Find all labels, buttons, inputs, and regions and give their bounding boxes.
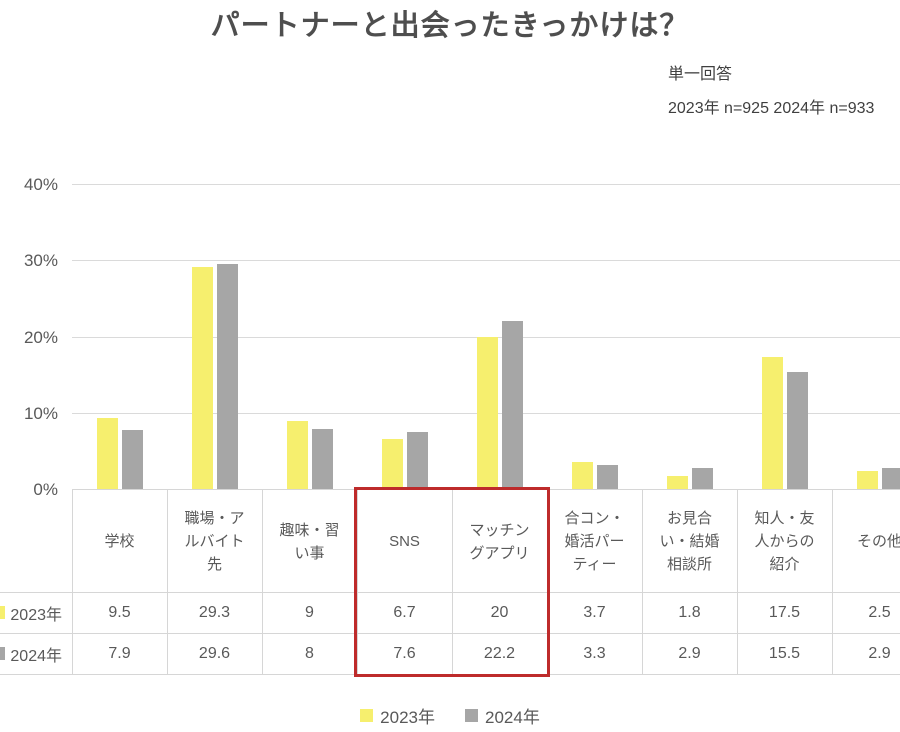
bar-2024年 bbox=[216, 264, 238, 490]
note-answer-type: 単一回答 bbox=[668, 66, 733, 83]
category-header-cell: 知人・友人からの紹介 bbox=[754, 510, 815, 573]
bar-2023年 bbox=[666, 476, 688, 490]
value-cell: 2.9 bbox=[678, 645, 701, 662]
table-column-border bbox=[357, 490, 358, 674]
highlight-box bbox=[354, 487, 550, 677]
value-cell: 7.6 bbox=[393, 645, 416, 662]
table-column-border bbox=[737, 490, 738, 674]
table-row-border bbox=[0, 633, 900, 634]
bar-2023年 bbox=[571, 462, 593, 490]
bar-2024年 bbox=[596, 465, 618, 490]
table-column-border bbox=[167, 490, 168, 674]
bar-2024年 bbox=[311, 429, 333, 490]
category-header-cell: 職場・アルバイト先 bbox=[184, 510, 245, 573]
legend-item-2024年: 2024年 bbox=[465, 703, 540, 728]
y-axis-tick-label: 10% bbox=[23, 403, 58, 423]
y-axis-tick-label: 40% bbox=[23, 175, 58, 194]
bar-2023年 bbox=[286, 421, 308, 490]
value-cell: 7.9 bbox=[108, 645, 131, 662]
bar-2023年 bbox=[381, 439, 403, 490]
gridline bbox=[72, 260, 900, 262]
bar-2024年 bbox=[786, 372, 808, 490]
category-header-cell: 合コン・婚活パーティー bbox=[564, 510, 625, 573]
value-cell: 29.3 bbox=[198, 604, 231, 621]
bar-2024年 bbox=[406, 432, 428, 490]
row-series-marker bbox=[0, 606, 5, 619]
category-header-cell: お見合い・結婚相談所 bbox=[659, 510, 720, 573]
table-row-border bbox=[0, 592, 900, 593]
value-cell: 2.9 bbox=[868, 645, 891, 662]
value-cell: 3.3 bbox=[583, 645, 606, 662]
table-column-border bbox=[452, 490, 453, 674]
bar-2023年 bbox=[96, 418, 118, 490]
gridline bbox=[72, 184, 900, 185]
value-cell: 6.7 bbox=[393, 604, 416, 621]
legend-label: 2023年 bbox=[380, 708, 435, 727]
value-cell: 22.2 bbox=[483, 645, 516, 662]
value-cell: 17.5 bbox=[768, 604, 801, 621]
bar-2024年 bbox=[121, 430, 143, 490]
row-series-marker bbox=[0, 647, 5, 660]
value-cell: 9.5 bbox=[108, 604, 131, 621]
y-axis-tick-label: 0% bbox=[33, 480, 58, 499]
value-cell: 29.6 bbox=[198, 645, 231, 662]
bar-2023年 bbox=[761, 357, 783, 490]
value-cell: 3.7 bbox=[583, 604, 606, 621]
note-sample-size: 2023年 n=925 2024年 n=933 bbox=[668, 100, 875, 117]
table-column-border bbox=[262, 490, 263, 674]
legend-swatch bbox=[360, 709, 374, 722]
value-cell: 9 bbox=[305, 604, 314, 621]
table-column-border bbox=[72, 490, 73, 674]
table-column-border bbox=[832, 490, 833, 674]
value-cell: 2.5 bbox=[868, 604, 891, 621]
category-header-cell: その他 bbox=[856, 533, 900, 550]
bar-2024年 bbox=[691, 468, 713, 490]
category-header-cell: 趣味・習い事 bbox=[279, 521, 340, 562]
bar-2024年 bbox=[881, 468, 900, 490]
value-cell: 1.8 bbox=[678, 604, 701, 621]
category-header-cell: 学校 bbox=[104, 533, 135, 550]
value-cell: 15.5 bbox=[768, 645, 801, 662]
legend: 2023年 2024年 bbox=[0, 703, 900, 728]
legend-item-2023年: 2023年 bbox=[360, 703, 435, 728]
bar-2024年 bbox=[501, 321, 523, 490]
table-column-border bbox=[642, 490, 643, 674]
legend-label: 2024年 bbox=[485, 708, 540, 727]
row-label-2023年: 2023年 bbox=[10, 606, 62, 624]
value-cell: 20 bbox=[490, 604, 509, 621]
y-axis-tick-label: 20% bbox=[23, 327, 58, 347]
legend-swatch bbox=[465, 709, 478, 722]
category-header-cell: SNS bbox=[389, 533, 420, 550]
bar-2023年 bbox=[856, 471, 878, 490]
y-axis-tick-label: 30% bbox=[23, 251, 58, 271]
bar-2023年 bbox=[191, 267, 213, 490]
row-label-2024年: 2024年 bbox=[10, 647, 62, 665]
category-header-cell: マッチングアプリ bbox=[469, 521, 530, 562]
bar-2023年 bbox=[476, 337, 498, 490]
value-cell: 8 bbox=[305, 645, 314, 662]
chart-title: パートナーと出会ったきっかけは？ bbox=[210, 10, 690, 42]
